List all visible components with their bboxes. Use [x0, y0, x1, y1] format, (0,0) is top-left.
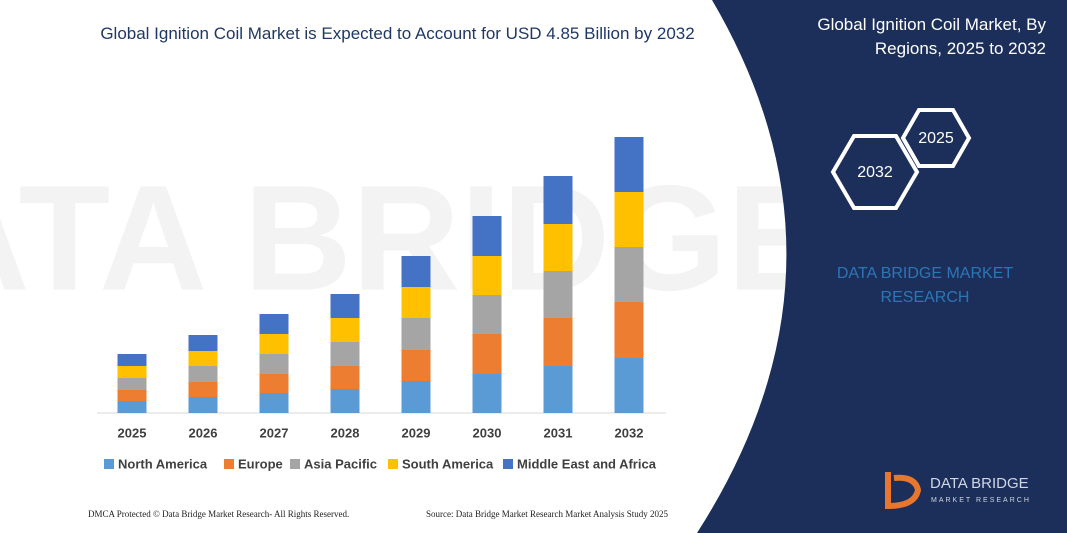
panel-title: Global Ignition Coil Market, By Regions,… [817, 15, 1046, 58]
bar-segment [188, 397, 218, 413]
x-tick-label: 2030 [473, 425, 502, 440]
logo-subtext: MARKET RESEARCH [931, 497, 1031, 504]
bar-segment [117, 378, 147, 390]
bar-segment [117, 390, 147, 401]
bar-segment [614, 137, 644, 192]
bar-segment [330, 389, 360, 413]
hexagon [830, 134, 920, 210]
bar-segment [472, 256, 502, 295]
legend-label: South America [402, 456, 494, 471]
bar-segment [543, 176, 573, 224]
bar-segment [259, 334, 289, 354]
x-tick-label: 2031 [544, 425, 573, 440]
x-tick-label: 2026 [189, 425, 218, 440]
bar-segment [259, 354, 289, 374]
bar-segment [401, 318, 431, 350]
bar-segment [614, 358, 644, 413]
footer-right: Source: Data Bridge Market Research Mark… [426, 509, 668, 519]
bar-segment [117, 366, 147, 378]
x-tick-label: 2025 [118, 425, 147, 440]
bar-segment [188, 335, 218, 351]
bar-segment [330, 294, 360, 318]
footer-left: DMCA Protected © Data Bridge Market Rese… [88, 509, 349, 519]
bar-segment [472, 334, 502, 374]
bar-segment [401, 381, 431, 413]
legend-label: North America [118, 456, 208, 471]
bar-segment [188, 366, 218, 382]
bar-segment [472, 295, 502, 334]
bar-segment [401, 287, 431, 318]
chart-title: Global Ignition Coil Market is Expected … [100, 24, 695, 43]
bar-segment [401, 256, 431, 287]
bar-segment [330, 342, 360, 366]
bar-segment [330, 366, 360, 389]
bar-segment [117, 354, 147, 366]
x-tick-label: 2029 [402, 425, 431, 440]
bar-segment [117, 401, 147, 413]
legend-label: Europe [238, 456, 283, 471]
bar-segment [401, 350, 431, 381]
x-tick-label: 2032 [615, 425, 644, 440]
bar-segment [472, 216, 502, 256]
legend-swatch [388, 459, 398, 469]
hexagon-label: 2032 [857, 164, 893, 181]
legend-swatch [104, 459, 114, 469]
bar-segment [472, 374, 502, 413]
bar-segment [614, 192, 644, 247]
legend-swatch [224, 459, 234, 469]
legend-swatch [290, 459, 300, 469]
bar-segment [188, 382, 218, 397]
bar-segment [543, 318, 573, 366]
bar-segment [188, 351, 218, 366]
legend-swatch [503, 459, 513, 469]
side-panel [697, 0, 1067, 533]
legend-label: Asia Pacific [304, 456, 377, 471]
bar-segment [543, 271, 573, 318]
bar-segment [259, 314, 289, 334]
hexagon-label: 2025 [918, 130, 954, 147]
bar-segment [330, 318, 360, 342]
legend-label: Middle East and Africa [517, 456, 657, 471]
x-tick-label: 2028 [331, 425, 360, 440]
bar-segment [614, 247, 644, 302]
brand-text: DATA BRIDGE MARKET RESEARCH [836, 265, 1014, 306]
bar-segment [614, 302, 644, 358]
bar-segment [543, 366, 573, 413]
bar-segment [259, 393, 289, 413]
hexagon [900, 108, 972, 168]
bar-segment [543, 224, 573, 271]
logo-text: DATA BRIDGE [930, 475, 1029, 492]
logo-mark [885, 472, 922, 510]
x-tick-label: 2027 [260, 425, 289, 440]
bar-segment [259, 374, 289, 393]
